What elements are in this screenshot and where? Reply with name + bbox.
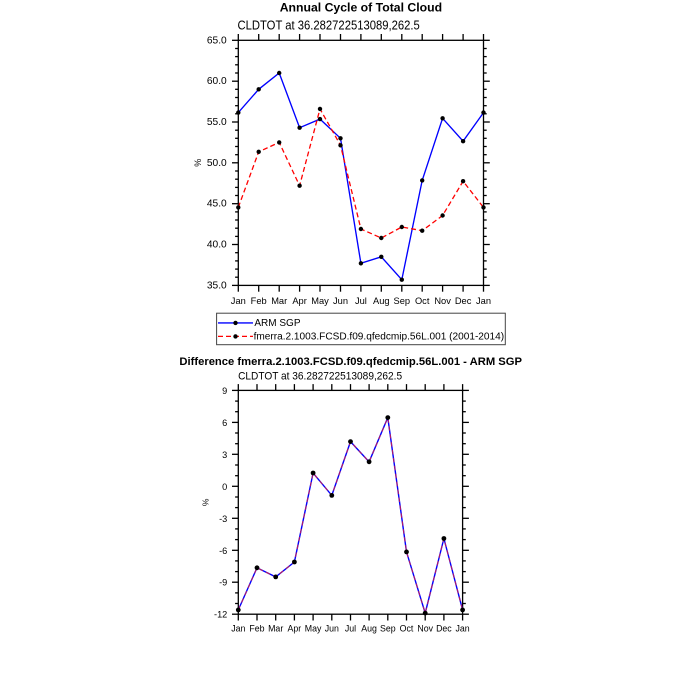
svg-text:Jun: Jun: [333, 296, 348, 306]
svg-text:Mar: Mar: [268, 624, 283, 634]
svg-text:fmerra.2.1003.FCSD.f09.qfedcmi: fmerra.2.1003.FCSD.f09.qfedcmip.56L.001 …: [254, 332, 505, 343]
svg-text:65.0: 65.0: [207, 35, 227, 46]
svg-text:Oct: Oct: [400, 624, 414, 634]
svg-text:Oct: Oct: [415, 296, 430, 306]
svg-text:Jun: Jun: [325, 624, 339, 634]
svg-text:%: %: [193, 159, 203, 167]
svg-text:Aug: Aug: [361, 624, 377, 634]
svg-text:CLDTOT at 36.282722513089,262.: CLDTOT at 36.282722513089,262.5: [238, 18, 420, 32]
svg-text:9: 9: [222, 386, 227, 396]
svg-text:Annual Cycle of Total Cloud: Annual Cycle of Total Cloud: [280, 0, 442, 14]
svg-text:50.0: 50.0: [207, 158, 227, 169]
svg-text:Feb: Feb: [251, 296, 267, 306]
svg-text:-12: -12: [214, 610, 227, 620]
svg-text:Aug: Aug: [373, 296, 390, 306]
svg-text:Jul: Jul: [345, 624, 356, 634]
svg-text:40.0: 40.0: [207, 240, 227, 251]
svg-text:Apr: Apr: [288, 624, 302, 634]
svg-text:6: 6: [222, 418, 227, 428]
svg-text:Jan: Jan: [476, 296, 491, 306]
svg-text:Nov: Nov: [417, 624, 433, 634]
svg-text:45.0: 45.0: [207, 199, 227, 210]
svg-text:55.0: 55.0: [207, 117, 227, 128]
svg-text:60.0: 60.0: [207, 76, 227, 87]
svg-text:-6: -6: [219, 546, 227, 556]
svg-text:Sep: Sep: [394, 296, 411, 306]
svg-text:Feb: Feb: [249, 624, 264, 634]
svg-text:0: 0: [222, 482, 227, 492]
svg-text:Nov: Nov: [434, 296, 451, 306]
svg-text:ARM SGP: ARM SGP: [254, 318, 300, 329]
svg-text:Sep: Sep: [380, 624, 396, 634]
svg-text:Jan: Jan: [231, 624, 245, 634]
svg-text:%: %: [201, 498, 211, 506]
svg-text:Mar: Mar: [271, 296, 287, 306]
svg-text:May: May: [305, 624, 322, 634]
svg-text:Difference fmerra.2.1003.FCSD.: Difference fmerra.2.1003.FCSD.f09.qfedcm…: [179, 356, 522, 368]
svg-text:May: May: [311, 296, 329, 306]
svg-text:Jan: Jan: [456, 624, 470, 634]
svg-text:CLDTOT at 36.282722513089,262.: CLDTOT at 36.282722513089,262.5: [238, 371, 402, 383]
svg-text:Jan: Jan: [231, 296, 246, 306]
svg-text:Dec: Dec: [455, 296, 472, 306]
svg-text:Dec: Dec: [436, 624, 452, 634]
svg-text:3: 3: [222, 450, 227, 460]
svg-text:Jul: Jul: [355, 296, 367, 306]
svg-text:-3: -3: [219, 514, 227, 524]
svg-text:35.0: 35.0: [207, 280, 227, 291]
svg-text:Apr: Apr: [292, 296, 306, 306]
svg-text:-9: -9: [219, 578, 227, 588]
